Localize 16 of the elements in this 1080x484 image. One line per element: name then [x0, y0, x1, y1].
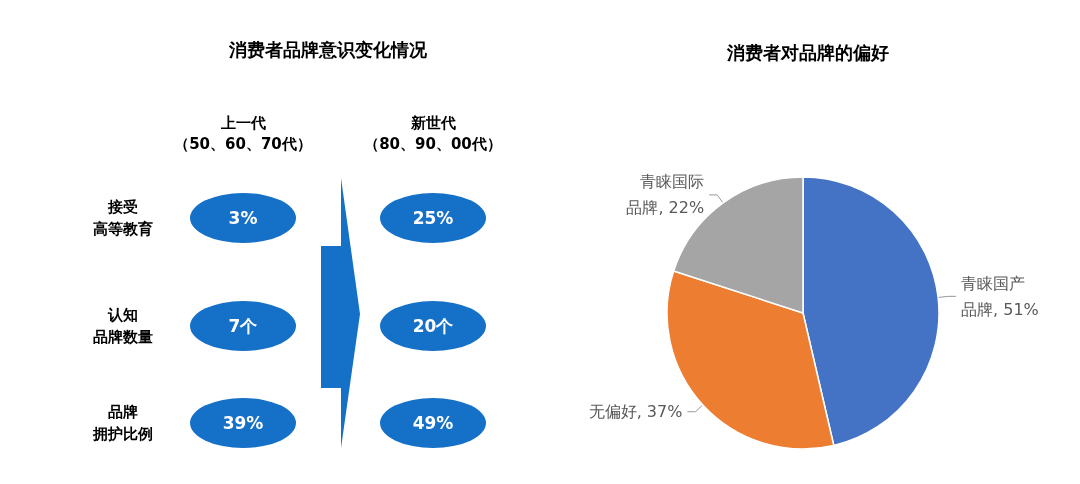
slice-label: 青睐国际品牌, 22% [626, 172, 705, 218]
text: 新世代（80、90、00代） [363, 113, 503, 155]
text: 3% [190, 193, 296, 243]
text: 7个 [190, 301, 296, 351]
text: 39% [190, 398, 296, 448]
slice-label: 青睐国产品牌, 51% [961, 273, 1039, 319]
text: 消费者品牌意识变化情况 [228, 38, 428, 62]
text: 上一代（50、60、70代） [173, 113, 313, 155]
slice-label: 无偏好, 37% [588, 402, 683, 422]
chart-title: 消费者对品牌的偏好 [726, 41, 889, 63]
text: 接受高等教育 [92, 197, 154, 240]
text: 20个 [380, 301, 486, 351]
text: 品牌拥护比例 [92, 402, 154, 445]
text: 25% [380, 193, 486, 243]
text: 49% [380, 398, 486, 448]
text: 认知品牌数量 [92, 305, 154, 348]
